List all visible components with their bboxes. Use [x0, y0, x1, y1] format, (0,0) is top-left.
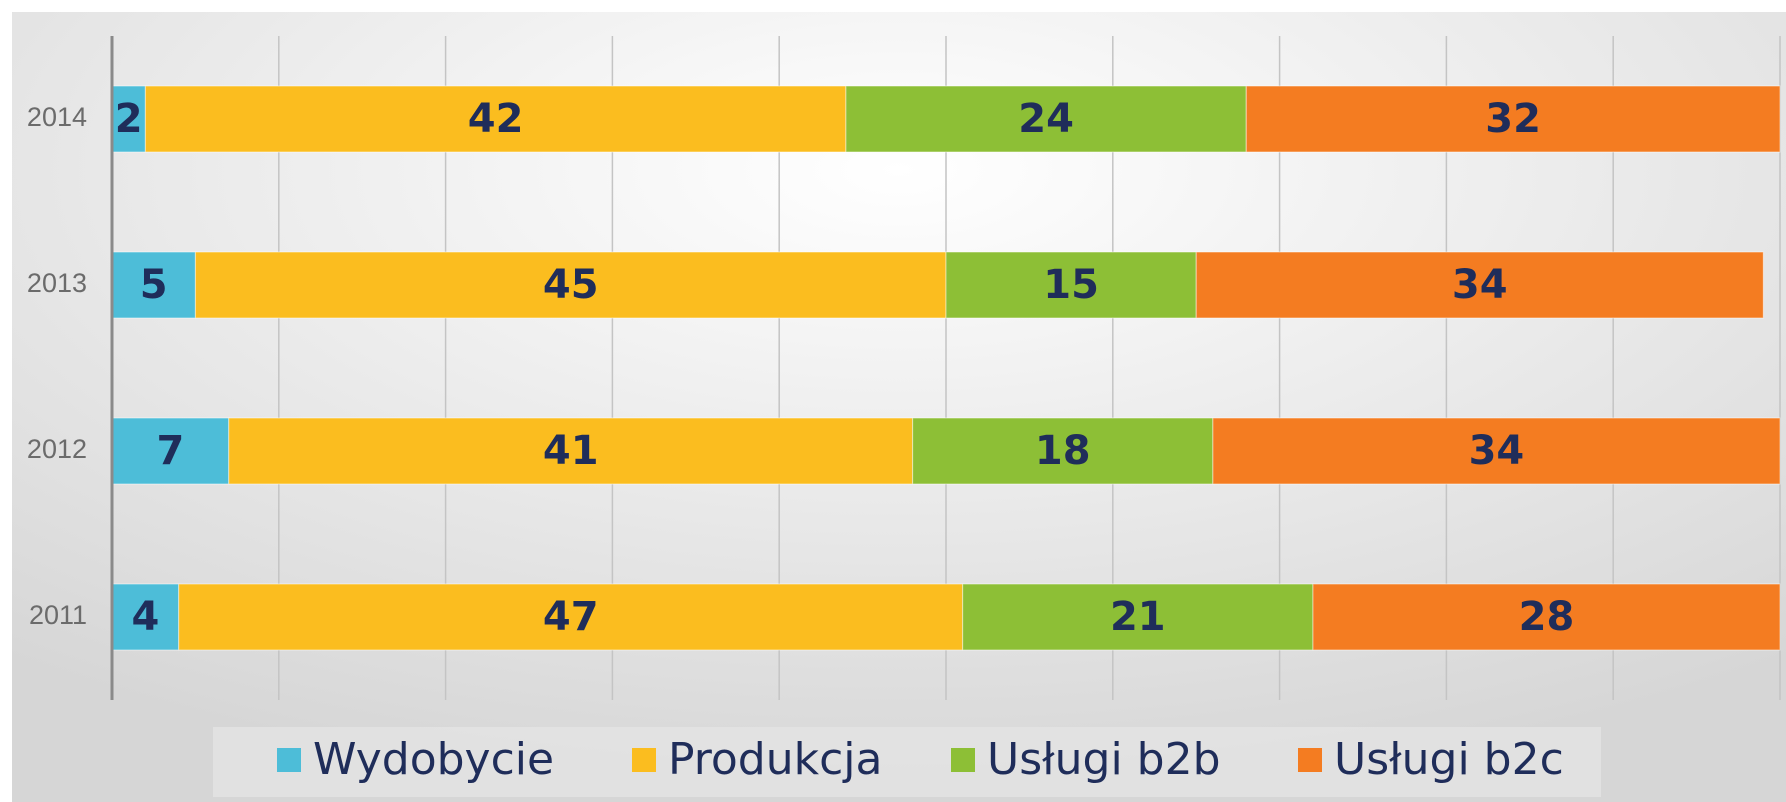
bar-segment — [962, 583, 1314, 651]
bar-segment — [1195, 251, 1764, 319]
data-label: 2 — [115, 96, 143, 142]
data-label: 18 — [1035, 428, 1091, 474]
legend-swatch — [277, 748, 301, 772]
bar-segment — [144, 85, 847, 153]
y-tick-label: 2014 — [27, 102, 87, 132]
y-tick-label: 2013 — [27, 268, 87, 298]
data-label: 15 — [1043, 262, 1099, 308]
bar-segment — [1212, 417, 1781, 485]
legend-swatch — [1298, 748, 1322, 772]
legend-label: Usługi b2b — [987, 734, 1221, 785]
legend-label: Usługi b2c — [1334, 734, 1564, 785]
bar-segment — [945, 251, 1197, 319]
data-label: 4 — [131, 594, 159, 640]
bar-segment — [845, 85, 1247, 153]
bar-segment — [178, 583, 964, 651]
bar-segment — [228, 417, 914, 485]
y-tick-label: 2011 — [29, 600, 87, 630]
bar-segment — [111, 85, 146, 153]
bar-segment — [1312, 583, 1781, 651]
legend-label: Produkcja — [668, 734, 882, 785]
data-label: 34 — [1469, 428, 1525, 474]
y-tick-label: 2012 — [27, 434, 87, 464]
data-label: 34 — [1452, 262, 1508, 308]
bar-segment — [194, 251, 947, 319]
data-label: 21 — [1110, 594, 1166, 640]
bar-segment — [1245, 85, 1781, 153]
data-label: 41 — [543, 428, 599, 474]
legend-swatch — [951, 748, 975, 772]
data-label: 32 — [1485, 96, 1541, 142]
legend-label: Wydobycie — [313, 734, 554, 785]
data-label: 42 — [468, 96, 524, 142]
legend-box — [213, 727, 1601, 797]
data-label: 24 — [1018, 96, 1074, 142]
data-label: 7 — [156, 428, 184, 474]
data-label: 5 — [140, 262, 168, 308]
bar-segment — [912, 417, 1214, 485]
bar-segment — [111, 251, 196, 319]
legend-swatch — [632, 748, 656, 772]
data-label: 28 — [1519, 594, 1575, 640]
data-label: 47 — [543, 594, 599, 640]
data-label: 45 — [543, 262, 599, 308]
